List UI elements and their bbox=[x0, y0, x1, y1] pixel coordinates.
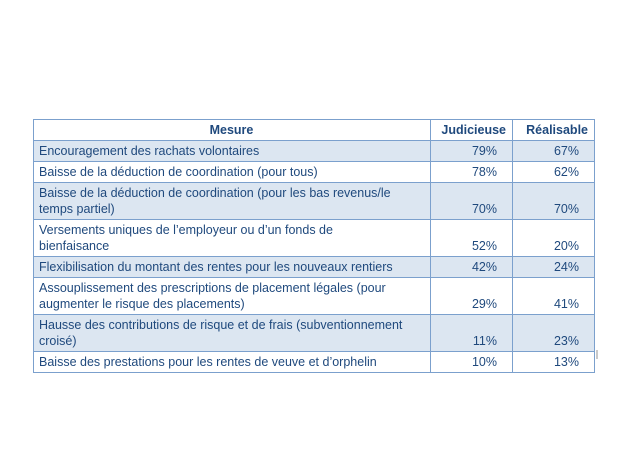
table-row: Encouragement des rachats volontaires 79… bbox=[33, 140, 595, 162]
table-row: Baisse de la déduction de coordination (… bbox=[33, 161, 595, 183]
table-row: Baisse des prestations pour les rentes d… bbox=[33, 351, 595, 373]
cell-judicieuse: 52% bbox=[430, 219, 513, 257]
cell-mesure: Versements uniques de l’employeur ou d’u… bbox=[33, 219, 431, 257]
cell-mesure: Baisse des prestations pour les rentes d… bbox=[33, 351, 431, 373]
cell-mesure: Encouragement des rachats volontaires bbox=[33, 140, 431, 162]
cell-judicieuse: 42% bbox=[430, 256, 513, 278]
cell-realisable: 13% bbox=[512, 351, 595, 373]
table-row: Assouplissement des prescriptions de pla… bbox=[33, 277, 595, 315]
cell-judicieuse: 78% bbox=[430, 161, 513, 183]
cell-mesure: Assouplissement des prescriptions de pla… bbox=[33, 277, 431, 315]
cell-realisable: 41% bbox=[512, 277, 595, 315]
cell-judicieuse: 79% bbox=[430, 140, 513, 162]
cell-mesure: Baisse de la déduction de coordination (… bbox=[33, 161, 431, 183]
cell-judicieuse: 70% bbox=[430, 182, 513, 220]
cell-realisable: 20% bbox=[512, 219, 595, 257]
stray-mark bbox=[596, 350, 598, 359]
cell-realisable: 23% bbox=[512, 314, 595, 352]
column-header-judicieuse: Judicieuse bbox=[430, 119, 513, 141]
cell-realisable: 67% bbox=[512, 140, 595, 162]
cell-mesure: Hausse des contributions de risque et de… bbox=[33, 314, 431, 352]
cell-judicieuse: 10% bbox=[430, 351, 513, 373]
cell-judicieuse: 11% bbox=[430, 314, 513, 352]
cell-realisable: 62% bbox=[512, 161, 595, 183]
table-row: Flexibilisation du montant des rentes po… bbox=[33, 256, 595, 278]
column-header-mesure: Mesure bbox=[33, 119, 431, 141]
cell-realisable: 70% bbox=[512, 182, 595, 220]
cell-judicieuse: 29% bbox=[430, 277, 513, 315]
table-header-row: Mesure Judicieuse Réalisable bbox=[33, 119, 595, 141]
cell-mesure: Flexibilisation du montant des rentes po… bbox=[33, 256, 431, 278]
table-row: Baisse de la déduction de coordination (… bbox=[33, 182, 595, 220]
measures-table: Mesure Judicieuse Réalisable Encourageme… bbox=[33, 119, 595, 373]
cell-mesure: Baisse de la déduction de coordination (… bbox=[33, 182, 431, 220]
table-row: Hausse des contributions de risque et de… bbox=[33, 314, 595, 352]
table-row: Versements uniques de l’employeur ou d’u… bbox=[33, 219, 595, 257]
cell-realisable: 24% bbox=[512, 256, 595, 278]
column-header-realisable: Réalisable bbox=[512, 119, 595, 141]
